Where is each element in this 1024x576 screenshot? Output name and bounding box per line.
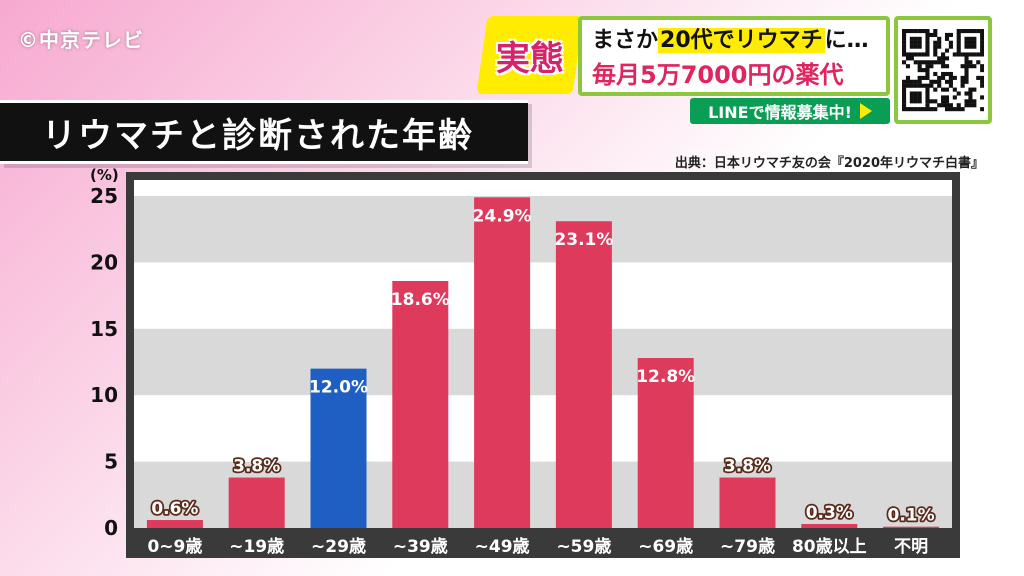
bar-value-label: 0.1% — [888, 506, 935, 526]
x-category-label: ~59歳 — [556, 536, 611, 557]
bar-value-label: 3.8% — [233, 457, 280, 477]
x-category-label: 不明 — [894, 537, 928, 557]
headline-highlight: 20代でリウマチ — [658, 28, 825, 53]
bar — [637, 358, 694, 528]
bar-value-label: 0.3% — [806, 503, 853, 523]
bar-value-label: 12.8% — [636, 367, 695, 387]
y-tick-label: 10 — [90, 383, 118, 407]
y-tick-label: 5 — [104, 450, 118, 474]
x-category-label: ~69歳 — [638, 536, 693, 557]
line-strip-text: LINEで情報募集中! — [708, 103, 852, 122]
grid-band — [134, 328, 952, 396]
headline-line1: まさか20代でリウマチに… — [592, 24, 876, 58]
y-tick-label: 20 — [90, 250, 118, 274]
headline-post: に… — [824, 28, 869, 53]
bar-value-label: 3.8% — [724, 457, 771, 477]
bar — [719, 477, 776, 528]
bar — [474, 197, 531, 528]
x-category-label: ~79歳 — [720, 536, 775, 557]
bar — [883, 526, 940, 528]
bar-value-label: 23.1% — [554, 230, 613, 250]
bar — [228, 477, 285, 528]
bar — [801, 524, 858, 528]
x-category-label: 0~9歳 — [147, 536, 202, 557]
x-category-label: ~49歳 — [475, 536, 530, 557]
arrow-right-icon — [859, 103, 872, 119]
headline-pre: まさか — [592, 28, 659, 53]
qr-code[interactable] — [894, 16, 992, 124]
x-category-label: 80歳以上 — [792, 536, 867, 557]
bar-value-label: 12.0% — [309, 378, 368, 398]
grid-band — [134, 196, 952, 263]
chart-title: リウマチと診断された年齢 — [42, 115, 474, 156]
bar — [392, 280, 449, 528]
y-tick-label: 25 — [90, 184, 118, 208]
bar — [555, 221, 612, 528]
bar-value-label: 0.6% — [151, 499, 198, 519]
y-unit-label: (%) — [90, 166, 119, 184]
headline-line2: 毎月5万7000円の薬代 — [592, 61, 844, 89]
headline-banner: 実態 まさか20代でリウマチに… 毎月5万7000円の薬代 LINEで情報募集中… — [470, 6, 1010, 126]
bar — [146, 520, 203, 528]
source-note: 出典：日本リウマチ友の会『2020年リウマチ白書』 — [674, 156, 984, 171]
x-category-label: ~29歳 — [311, 536, 366, 557]
bar — [310, 368, 367, 528]
qr-code-icon — [902, 29, 984, 112]
bar-value-label: 18.6% — [391, 290, 450, 310]
bar-value-label: 24.9% — [473, 206, 532, 226]
y-tick-label: 15 — [90, 317, 118, 341]
chart-title-bar: リウマチと診断された年齢 — [0, 100, 528, 164]
headline-box: まさか20代でリウマチに… 毎月5万7000円の薬代 — [578, 16, 890, 96]
y-tick-label: 0 — [104, 516, 118, 540]
x-category-label: ~39歳 — [393, 536, 448, 557]
x-category-label: ~19歳 — [229, 536, 284, 557]
tv-watermark: ©中京テレビ — [18, 28, 144, 52]
line-call-to-action[interactable]: LINEで情報募集中! — [690, 98, 890, 124]
